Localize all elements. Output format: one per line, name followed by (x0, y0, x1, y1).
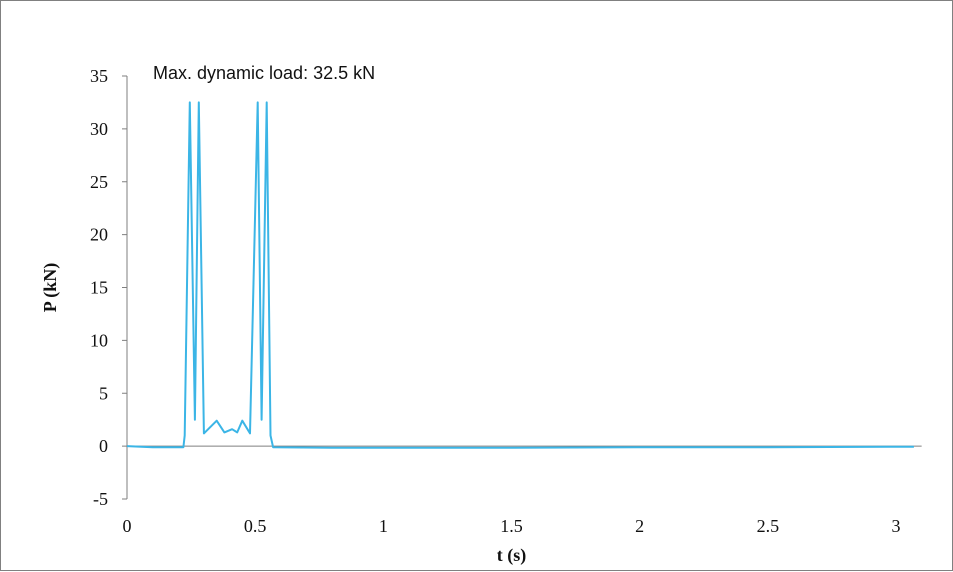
y-tick-label: 25 (90, 172, 108, 192)
series-line (126, 101, 914, 449)
x-axis-title: t (s) (497, 545, 527, 566)
x-tick-label: 0 (123, 516, 132, 536)
x-tick-label: 1.5 (500, 516, 523, 536)
y-tick-label: 0 (99, 436, 108, 456)
x-tick-label: 0.5 (244, 516, 267, 536)
series-group (126, 101, 914, 449)
y-tick-label: 5 (99, 383, 108, 403)
x-tick-label: 1 (379, 516, 388, 536)
axes: -5 0 5 10 15 20 25 30 35 0 0.5 1 1.5 2 2.5 3 (90, 66, 922, 536)
max-load-annotation: Max. dynamic load: 32.5 kN (153, 63, 375, 83)
x-tick-label: 3 (892, 516, 901, 536)
y-tick-label: 35 (90, 66, 108, 86)
y-tick-label: 20 (90, 225, 108, 245)
y-tick-label: -5 (93, 489, 108, 509)
y-tick-label: 15 (90, 278, 108, 298)
y-axis-title: P (kN) (40, 263, 61, 313)
x-tick-label: 2 (635, 516, 644, 536)
x-tick-label: 2.5 (757, 516, 780, 536)
y-tick-label: 30 (90, 119, 108, 139)
y-tick-label: 10 (90, 330, 108, 350)
